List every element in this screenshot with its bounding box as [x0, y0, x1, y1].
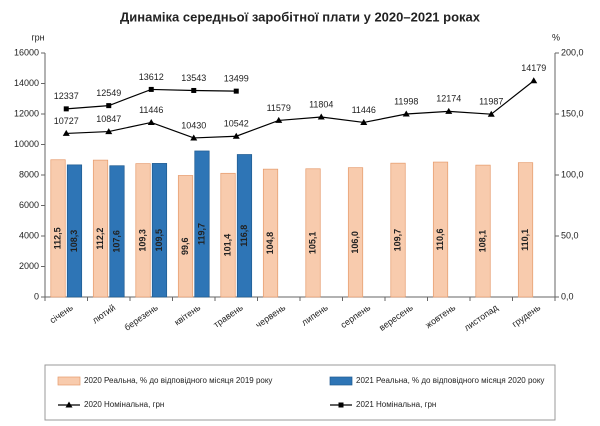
bar	[236, 154, 253, 298]
y-tick-label: 8000	[19, 169, 39, 179]
line	[66, 80, 535, 139]
y-tick-label: 2000	[19, 261, 39, 271]
bar-label: 104,8	[265, 232, 275, 255]
bar-label: 119,7	[196, 223, 206, 245]
point-label: 10847	[96, 114, 121, 124]
bar-label: 108,1	[477, 230, 487, 253]
bar	[305, 168, 321, 298]
point-label: 14179	[521, 63, 546, 73]
legend-swatch	[329, 376, 353, 386]
point-label: 10542	[224, 119, 249, 129]
y2-axis-label: %	[552, 32, 560, 42]
x-tick-label: червень	[254, 302, 288, 330]
bar	[151, 163, 168, 298]
legend-swatch	[57, 376, 81, 386]
point-label: 11579	[267, 103, 291, 113]
bar	[390, 162, 406, 298]
legend-label: 2021 Номінальна, грн	[356, 400, 436, 409]
bar-label: 106,0	[350, 231, 360, 254]
bar	[109, 165, 125, 298]
bar	[347, 167, 364, 298]
x-tick-label: квітень	[172, 302, 202, 327]
legend-box	[44, 364, 556, 421]
bar	[475, 164, 491, 298]
point-label: 11804	[309, 99, 333, 109]
point-label: 12337	[54, 91, 79, 101]
bar	[194, 150, 210, 298]
bar	[50, 159, 66, 298]
x-tick-label: травень	[212, 302, 245, 330]
legend-label: 2020 Реальна, % до відповідного місяця 2…	[84, 376, 272, 385]
y-tick-label: 0	[34, 291, 39, 301]
bar-label: 109,5	[154, 229, 164, 252]
point-label: 12174	[436, 94, 461, 104]
point-label: 12549	[96, 88, 121, 98]
point-label: 13543	[181, 73, 206, 83]
x-tick-label: січень	[48, 302, 75, 325]
x-tick-label: липень	[300, 302, 330, 327]
y2-tick-label: 150,0	[561, 108, 584, 118]
y-tick-label: 6000	[19, 200, 39, 210]
point-label: 11998	[394, 96, 418, 106]
y-tick-label: 16000	[14, 47, 39, 57]
bar-label: 110,6	[435, 229, 445, 251]
x-tick-label: грудень	[510, 302, 542, 329]
x-tick-label: березень	[122, 302, 160, 332]
bar-label: 99,6	[180, 237, 190, 255]
y2-tick-label: 0,0	[561, 291, 574, 301]
y2-tick-label: 50,0	[561, 230, 579, 240]
y-tick-label: 10000	[14, 139, 39, 149]
y2-tick-label: 200,0	[561, 47, 584, 57]
bar	[135, 163, 151, 298]
x-tick-label: лютий	[90, 302, 117, 325]
legend-marker	[338, 402, 344, 408]
bar-label: 109,7	[392, 229, 402, 252]
bar	[517, 162, 534, 298]
chart-title: Динаміка середньої заробітної плати у 20…	[120, 9, 481, 24]
bar-label: 110,1	[520, 229, 530, 251]
y-tick-label: 14000	[14, 78, 39, 88]
bar-label: 101,4	[222, 234, 232, 257]
point-label: 10727	[54, 116, 79, 126]
y-tick-label: 12000	[14, 108, 39, 118]
point-label: 10430	[181, 120, 206, 130]
legend-label: 2021 Реальна, % до відповідного місяця 2…	[356, 376, 544, 385]
bar-label: 112,2	[95, 228, 105, 250]
bar-label: 109,3	[137, 229, 147, 252]
bar-label: 105,1	[307, 232, 317, 255]
x-tick-label: вересень	[377, 302, 415, 333]
point-label: 11446	[139, 105, 163, 115]
point-label: 11987	[479, 97, 503, 107]
line	[66, 88, 237, 110]
y-tick-label: 4000	[19, 230, 39, 240]
bar	[262, 168, 279, 298]
bar-label: 112,5	[52, 227, 62, 249]
legend-label: 2020 Номінальна, грн	[84, 400, 164, 409]
legend-marker	[65, 401, 73, 408]
bar-label: 107,6	[111, 230, 121, 253]
x-tick-label: листопад	[462, 302, 500, 333]
bar-label: 116,8	[239, 225, 249, 247]
point-label: 13612	[139, 72, 164, 82]
y-axis-label: грн	[31, 32, 44, 42]
x-tick-label: жовтень	[423, 302, 457, 330]
point-label: 11446	[352, 105, 376, 115]
bar	[66, 164, 83, 298]
bar	[220, 172, 236, 298]
y2-tick-label: 100,0	[561, 169, 584, 179]
x-tick-label: серпень	[339, 302, 373, 330]
bar-label: 108,3	[69, 230, 79, 253]
point-label: 13499	[224, 74, 249, 84]
bar	[177, 175, 194, 298]
bar	[432, 161, 449, 298]
bar	[92, 159, 109, 298]
